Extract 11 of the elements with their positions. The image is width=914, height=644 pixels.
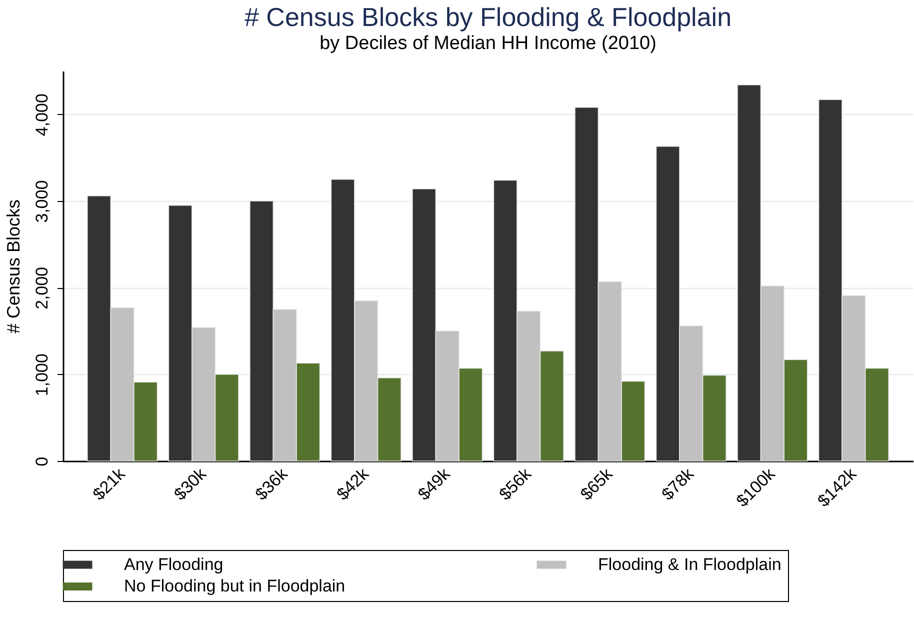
legend-label: No Flooding but in Floodplain [124,576,346,596]
y-tick-label: 2,000 [32,266,52,310]
y-tick-label: 3,000 [32,180,52,223]
chart-subtitle: by Deciles of Median HH Income (2010) [320,33,656,54]
legend-label: Flooding & In Floodplain [598,554,782,574]
y-tick-label: 4,000 [32,94,52,136]
chart-title: # Census Blocks by Flooding & Floodplain [244,2,732,32]
y-axis-title: # Census Blocks [4,199,24,334]
y-tick-label: 0 [32,456,52,466]
legend-label: Any Flooding [124,554,224,574]
y-tick-label: 1,000 [32,354,52,396]
